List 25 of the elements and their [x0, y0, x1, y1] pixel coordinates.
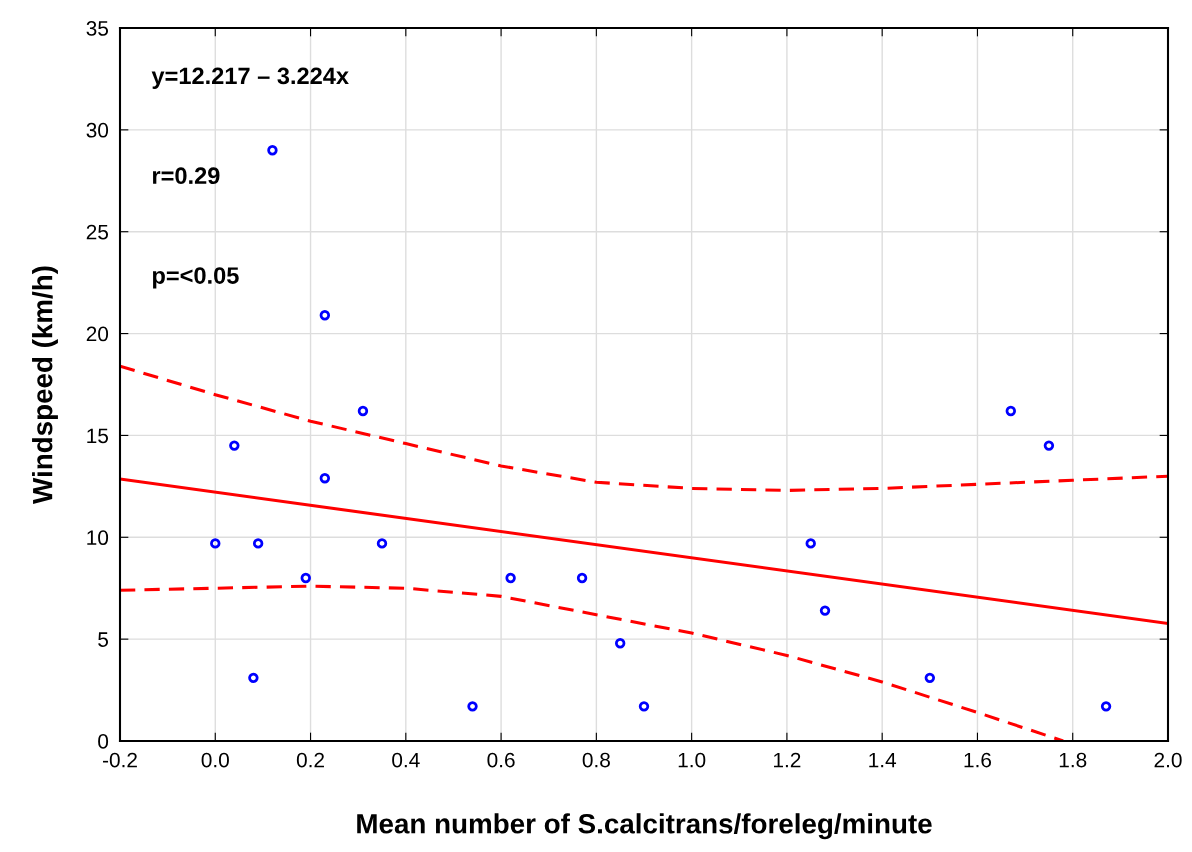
x-tick-label: 1.2: [774, 752, 801, 768]
x-tick-label: 0.4: [392, 752, 420, 768]
x-tick-label: 0.6: [487, 752, 515, 768]
y-tick-label: 10: [87, 530, 109, 546]
x-tick-label: 1.4: [869, 752, 897, 768]
x-axis-title: Mean number of S.calcitrans/foreleg/minute: [357, 813, 932, 840]
y-tick-label: 25: [86, 224, 109, 240]
annotation: r=0.29: [153, 167, 220, 185]
y-tick-label: 30: [86, 122, 109, 138]
x-tick-label: 1.6: [964, 752, 992, 768]
x-tick-label: 0.0: [201, 752, 229, 768]
y-tick-label: 5: [98, 632, 109, 647]
x-tick-label: 1.8: [1059, 752, 1087, 768]
x-tick-label: 2.0: [1154, 752, 1182, 768]
x-tick-label: 0.2: [296, 752, 324, 768]
y-tick-label: 0: [98, 734, 109, 749]
y-tick-label: 15: [87, 428, 109, 444]
y-tick-label: 20: [86, 326, 109, 342]
y-tick-label: 35: [86, 21, 109, 36]
annotation: p=<0.05: [153, 267, 239, 289]
x-tick-label: 1.0: [678, 752, 706, 768]
x-tick-label: -0.2: [102, 752, 137, 768]
annotation: y=12.217 – 3.224x: [151, 67, 349, 89]
x-tick-label: 0.8: [582, 752, 610, 768]
y-axis-title: Windspeed (km/h): [32, 266, 58, 504]
